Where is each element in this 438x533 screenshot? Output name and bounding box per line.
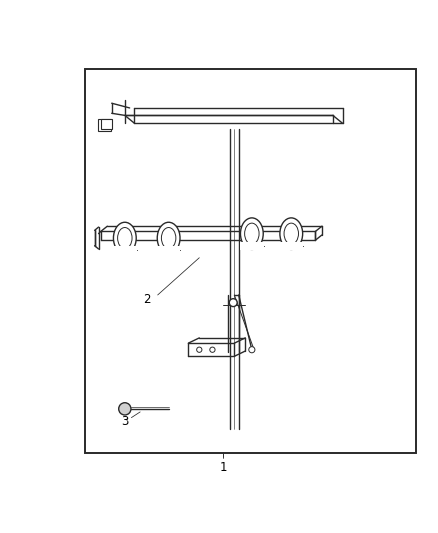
Bar bbox=[240, 241, 264, 251]
Ellipse shape bbox=[117, 228, 132, 248]
Circle shape bbox=[119, 403, 131, 415]
Circle shape bbox=[197, 347, 202, 352]
Ellipse shape bbox=[240, 218, 263, 249]
Ellipse shape bbox=[157, 222, 180, 254]
Bar bbox=[101, 119, 112, 128]
Bar bbox=[113, 246, 137, 255]
Circle shape bbox=[249, 346, 255, 353]
Bar bbox=[279, 241, 303, 251]
Ellipse shape bbox=[113, 222, 136, 254]
Circle shape bbox=[230, 298, 237, 306]
Ellipse shape bbox=[280, 218, 303, 249]
Ellipse shape bbox=[284, 223, 299, 244]
Circle shape bbox=[210, 347, 215, 352]
Bar bbox=[85, 69, 416, 453]
Bar bbox=[98, 119, 111, 131]
Text: 1: 1 bbox=[219, 461, 227, 474]
Ellipse shape bbox=[244, 223, 259, 244]
Bar bbox=[157, 246, 180, 255]
Text: 2: 2 bbox=[143, 293, 151, 306]
Text: 3: 3 bbox=[121, 416, 128, 429]
Ellipse shape bbox=[161, 228, 176, 248]
